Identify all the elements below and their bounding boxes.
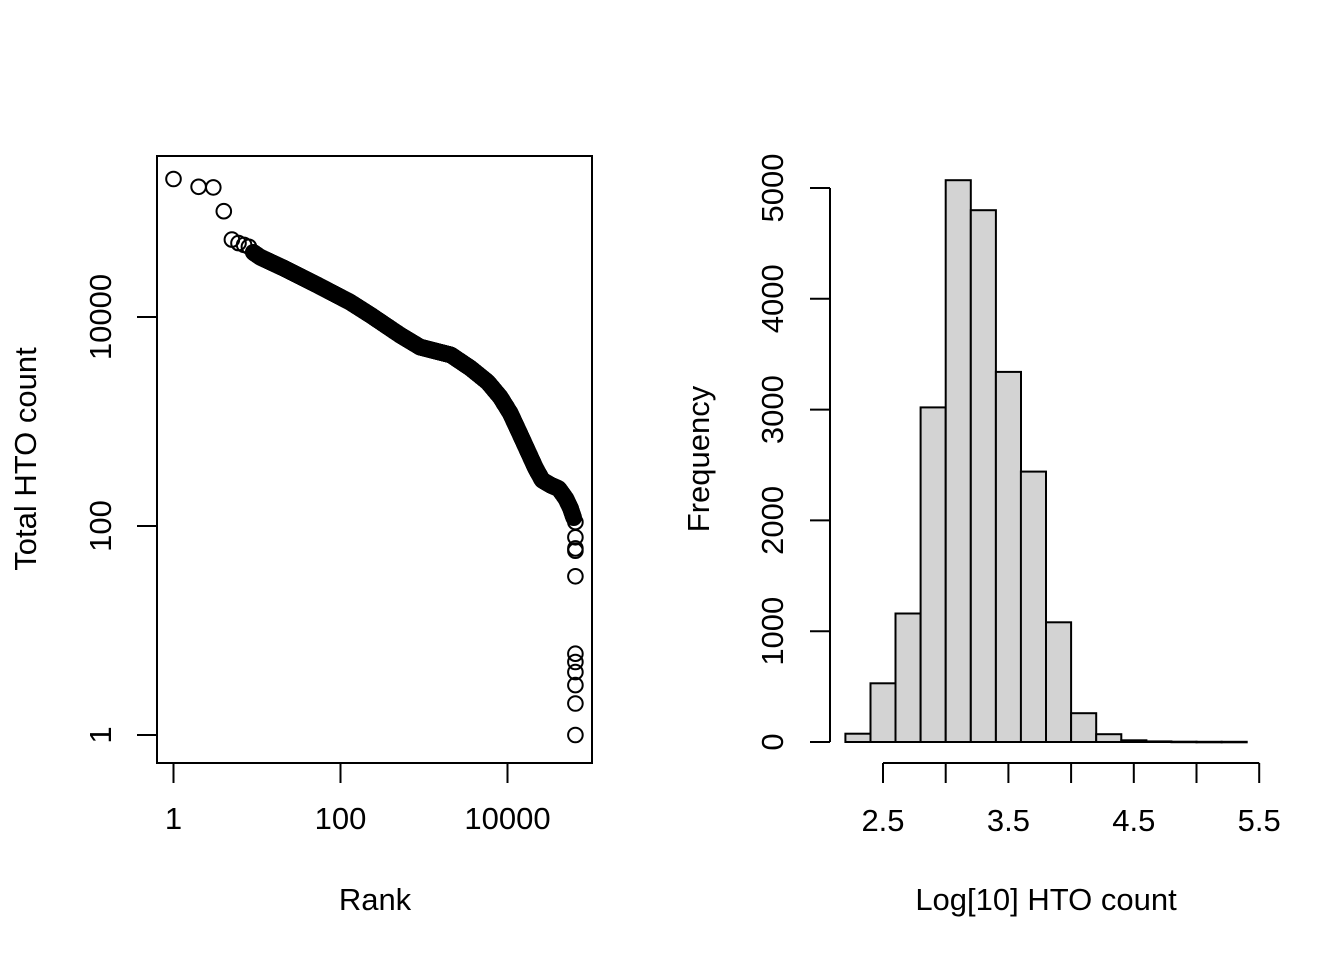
x-axis-tick-label: 2.5 — [861, 803, 904, 838]
rank-plot-xlabel: Rank — [339, 882, 412, 917]
scatter-tail-point — [567, 529, 584, 546]
histogram-bar — [994, 370, 1023, 743]
y-axis-tick-label: 10000 — [83, 274, 118, 360]
scatter-tail-point — [567, 653, 584, 671]
scatter-point — [205, 179, 222, 196]
rank-plot: 1 100 10000 1 100 10000 Rank Total HTO count — [8, 155, 593, 917]
histogram-bar — [1070, 712, 1098, 744]
histogram-bar — [894, 612, 922, 743]
y-axis-tick-label: 1000 — [755, 597, 790, 666]
histogram-bar — [1095, 733, 1123, 744]
histogram-bar — [1170, 740, 1198, 744]
x-axis-tick-label: 1 — [165, 801, 182, 836]
histogram-bar — [1145, 740, 1173, 744]
scatter-tail-point — [567, 568, 584, 585]
x-axis-tick-label: 100 — [315, 801, 367, 836]
scatter-point — [190, 178, 207, 196]
y-axis-tick-label: 5000 — [755, 154, 790, 223]
y-axis-tick-label: 100 — [83, 500, 118, 552]
rank-plot-box — [156, 155, 593, 764]
histogram-bar — [1045, 621, 1073, 743]
histogram-bar — [944, 179, 972, 743]
y-axis-tick-label: 1 — [83, 726, 118, 743]
scatter-tail-point — [567, 542, 584, 560]
scatter-point — [165, 170, 182, 188]
histogram-bar — [869, 682, 897, 743]
scatter-tail-point — [567, 676, 584, 694]
histogram-bar — [919, 406, 947, 743]
histogram-xlabel: Log[10] HTO count — [915, 882, 1177, 917]
y-axis-tick-label: 4000 — [755, 264, 790, 333]
x-axis-tick-label: 3.5 — [987, 803, 1030, 838]
scatter-point — [215, 202, 233, 220]
y-axis-tick-label: 2000 — [755, 486, 790, 555]
histogram-bar — [969, 209, 997, 743]
x-axis-tick-label: 4.5 — [1112, 803, 1155, 838]
y-axis-tick-label: 0 — [755, 733, 790, 750]
histogram-plot: 2.5 3.5 4.5 5.5 0 1000 2000 3000 4000 5000 Log[10… — [681, 154, 1281, 917]
scatter-tail-point — [567, 663, 584, 681]
scatter-tail-point — [567, 695, 584, 712]
histogram-bar — [1120, 739, 1148, 743]
scatter-tail-point — [567, 726, 584, 744]
histogram-bar — [844, 732, 872, 744]
histogram-bar — [1019, 470, 1048, 743]
x-axis-tick-label: 5.5 — [1238, 803, 1281, 838]
histogram-bar — [1195, 740, 1223, 744]
x-axis-tick-label: 10000 — [464, 801, 550, 836]
y-axis-tick-label: 3000 — [755, 375, 790, 444]
scatter-tail-point — [567, 645, 584, 663]
histogram-bar — [1220, 740, 1248, 744]
rank-plot-ylabel: Total HTO count — [8, 347, 43, 571]
histogram-ylabel: Frequency — [681, 385, 716, 532]
